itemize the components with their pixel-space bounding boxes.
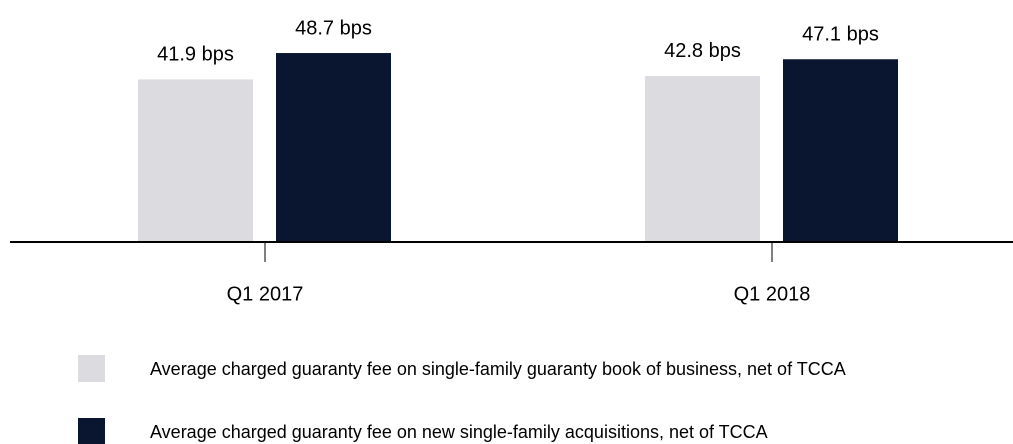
value-label: 47.1 bps <box>802 24 879 46</box>
value-label: 41.9 bps <box>157 44 234 66</box>
legend-swatch <box>78 418 105 444</box>
legend-label: Average charged guaranty fee on single-f… <box>150 359 846 379</box>
bar <box>645 75 760 242</box>
value-label: 48.7 bps <box>295 17 372 39</box>
x-tick-label: Q1 2018 <box>734 283 811 305</box>
x-tick-label: Q1 2017 <box>227 283 304 305</box>
bar <box>276 53 391 242</box>
bar <box>783 59 898 242</box>
legend-swatch <box>78 355 105 382</box>
legend-label: Average charged guaranty fee on new sing… <box>150 422 768 442</box>
value-label: 42.8 bps <box>664 40 741 62</box>
bar <box>138 79 253 242</box>
